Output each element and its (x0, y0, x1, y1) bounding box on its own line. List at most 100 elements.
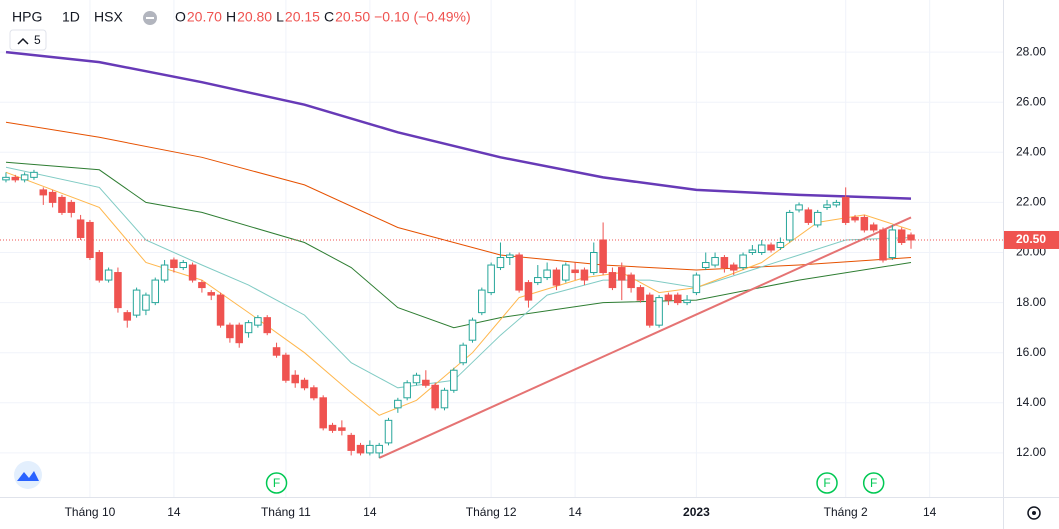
candle-body (860, 216, 869, 231)
x-tick-label: Tháng 10 (65, 505, 116, 519)
candle-body (664, 294, 673, 301)
candle-body (254, 317, 262, 326)
candle-body (888, 229, 897, 259)
x-tick-label: 14 (923, 505, 937, 519)
candle-body (459, 344, 467, 364)
candle-body (384, 419, 393, 444)
moving-average (5, 161, 912, 329)
ohlc-values: O 20.70 H 20.80 L 20.15 C 20.50 −0.10 (−0.49%) (175, 9, 471, 25)
candle-body (412, 374, 421, 384)
ohlc-value: 20.70 (187, 9, 222, 25)
candle-body (729, 264, 738, 271)
candle-body (450, 369, 458, 391)
candle-body (356, 444, 365, 454)
candle-body (879, 229, 887, 261)
candle-body (804, 209, 813, 223)
candle-body (179, 262, 188, 269)
event-marker-label: F (870, 476, 877, 490)
event-marker[interactable] (862, 472, 885, 494)
event-marker[interactable] (265, 472, 288, 494)
candle-body (20, 174, 29, 181)
candle-body (338, 427, 346, 431)
candle-body (683, 299, 691, 304)
candle-body (244, 322, 253, 334)
candle-body (487, 264, 495, 294)
candle-body (618, 267, 626, 281)
x-tick-label: Tháng 12 (466, 505, 517, 519)
y-tick-label: 28.00 (1016, 44, 1046, 58)
last-price-label: 20.50 (1016, 232, 1046, 246)
x-tick-label: 2023 (683, 505, 710, 519)
candle-body (524, 282, 533, 301)
indicators-toggle[interactable] (9, 29, 47, 51)
candle-body (701, 262, 710, 269)
event-marker-label: F (823, 476, 830, 490)
candle-body (748, 249, 757, 254)
x-tick-label: 14 (167, 505, 181, 519)
candle-body (114, 272, 122, 309)
candle-body (655, 297, 663, 326)
symbol: HPG (12, 9, 42, 25)
settings-icon[interactable] (1027, 506, 1041, 520)
candle-body (543, 269, 551, 279)
y-tick-label: 16.00 (1016, 345, 1046, 359)
exchange: HSX (94, 9, 123, 25)
candle-body (422, 379, 430, 386)
y-tick-label: 18.00 (1016, 295, 1046, 309)
candle-body (328, 424, 337, 431)
candle-body (795, 204, 803, 211)
candle-body (823, 204, 831, 208)
indicator-count: 5 (34, 33, 41, 47)
candle-body (67, 201, 76, 213)
candle-body (86, 221, 94, 259)
candle-body (552, 269, 561, 286)
y-tick-label: 22.00 (1016, 195, 1046, 209)
candle-body (151, 279, 160, 304)
candle-body (272, 347, 281, 356)
candle-body (869, 224, 878, 231)
candle-body (645, 294, 654, 326)
trend-line[interactable] (378, 216, 912, 459)
ohlc-key: O (175, 9, 186, 25)
candle-body (207, 292, 216, 296)
candle-body (571, 269, 579, 274)
candle-body (440, 389, 449, 409)
candle-body (431, 384, 439, 409)
candle-body (76, 219, 85, 238)
ohlc-key: H (226, 9, 236, 25)
chevron-icon (17, 37, 29, 45)
candle-body (198, 282, 206, 289)
ohlc-value: 20.50 (335, 9, 370, 25)
candle-body (599, 239, 607, 274)
legend-header: HPG 1D HSX O 20.70 H 20.80 L 20.15 C 20.50 −0.10… (9, 9, 471, 51)
candle-body (841, 196, 850, 223)
y-tick-label: 14.00 (1016, 395, 1046, 409)
event-marker-label: F (273, 476, 280, 490)
candle-body (39, 189, 48, 196)
candle-body (216, 294, 225, 326)
y-tick-label: 12.00 (1016, 445, 1046, 459)
candle-body (534, 277, 542, 284)
logo[interactable] (14, 461, 42, 489)
candle-body (711, 257, 719, 266)
last-price-badge (1004, 230, 1059, 249)
candle-body (767, 244, 775, 251)
candle-body (757, 244, 766, 254)
candle-body (347, 434, 355, 451)
y-tick-label: 24.00 (1016, 144, 1046, 158)
candle-body (319, 397, 327, 429)
candle-body (394, 399, 402, 409)
candle-body (776, 241, 785, 248)
candle-body (310, 387, 318, 399)
candle-body (515, 254, 523, 291)
candle-body (58, 196, 66, 213)
candle-body (48, 191, 57, 203)
event-marker[interactable] (816, 472, 838, 494)
candle-body (235, 324, 243, 344)
candle-body (608, 272, 617, 289)
candle-body (30, 171, 38, 178)
x-tick-label: Tháng 11 (261, 505, 311, 519)
